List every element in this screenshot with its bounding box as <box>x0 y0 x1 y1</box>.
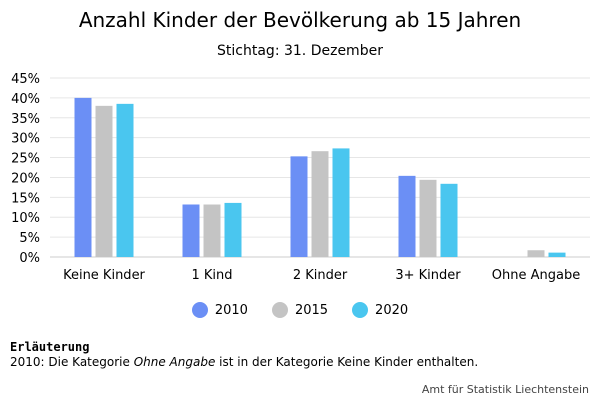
legend-label: 2015 <box>294 302 329 318</box>
bar-2010-0 <box>74 97 92 257</box>
y-tick-label: 30% <box>11 132 40 147</box>
legend-item-2015[interactable]: 2015 <box>271 302 329 318</box>
legend: 2010 2015 2020 <box>0 302 600 318</box>
bar-2020-2 <box>332 148 350 257</box>
bars <box>74 97 566 257</box>
y-tick-label: 25% <box>11 152 40 167</box>
y-tick-label: 40% <box>11 92 40 107</box>
bar-2020-0 <box>116 103 134 257</box>
bar-2010-2 <box>290 156 308 257</box>
y-tick-label: 10% <box>11 211 40 226</box>
y-tick-label: 0% <box>19 251 40 266</box>
x-category-label: Ohne Angabe <box>492 268 580 283</box>
x-category-label: 2 Kinder <box>293 268 348 283</box>
legend-label: 2020 <box>375 302 409 318</box>
bar-2020-4 <box>548 252 566 257</box>
note-heading: Erläuterung <box>10 340 90 354</box>
y-tick-label: 45% <box>11 72 40 87</box>
bar-2015-2 <box>311 151 329 257</box>
y-tick-label: 15% <box>11 191 40 206</box>
y-tick-label: 35% <box>11 112 40 127</box>
chart-subtitle: Stichtag: 31. Dezember <box>217 43 383 59</box>
note-text-italic: Ohne Angabe <box>133 355 216 369</box>
y-axis-ticks: 0% 5% 10% 15% 20% 25% 30% 35% 40% 45% <box>11 72 40 266</box>
bar-2010-1 <box>182 204 200 257</box>
legend-dot-icon <box>352 302 369 318</box>
note-text-before: 2010: Die Kategorie <box>10 355 134 369</box>
x-category-label: 1 Kind <box>191 268 232 283</box>
legend-item-2010[interactable]: 2010 <box>191 302 248 318</box>
bar-2015-1 <box>203 204 221 257</box>
legend-item-2020[interactable]: 2020 <box>352 302 408 318</box>
source-credit: Amt für Statistik Liechtenstein <box>421 383 589 396</box>
y-tick-label: 5% <box>19 231 40 246</box>
bar-2010-3 <box>398 175 416 257</box>
bar-2015-3 <box>419 179 437 257</box>
x-category-label: 3+ Kinder <box>395 268 461 283</box>
legend-dot-icon <box>271 302 288 318</box>
note-text: 2010: Die Kategorie Ohne Angabe ist in d… <box>10 355 478 369</box>
legend-label: 2010 <box>214 302 248 318</box>
legend-dot-icon <box>191 302 208 318</box>
note-text-after: ist in der Kategorie Keine Kinder enthal… <box>215 355 479 369</box>
bar-2020-3 <box>440 183 458 257</box>
x-axis-labels: Keine Kinder 1 Kind 2 Kinder 3+ Kinder Ohne … <box>63 268 580 283</box>
chart-title: Anzahl Kinder der Bevölkerung ab 15 Jahr… <box>78 8 522 32</box>
bar-2015-4 <box>527 250 545 257</box>
x-category-label: Keine Kinder <box>63 268 145 283</box>
y-tick-label: 20% <box>11 171 40 186</box>
bar-2020-1 <box>224 202 242 257</box>
bar-2015-0 <box>95 105 113 257</box>
